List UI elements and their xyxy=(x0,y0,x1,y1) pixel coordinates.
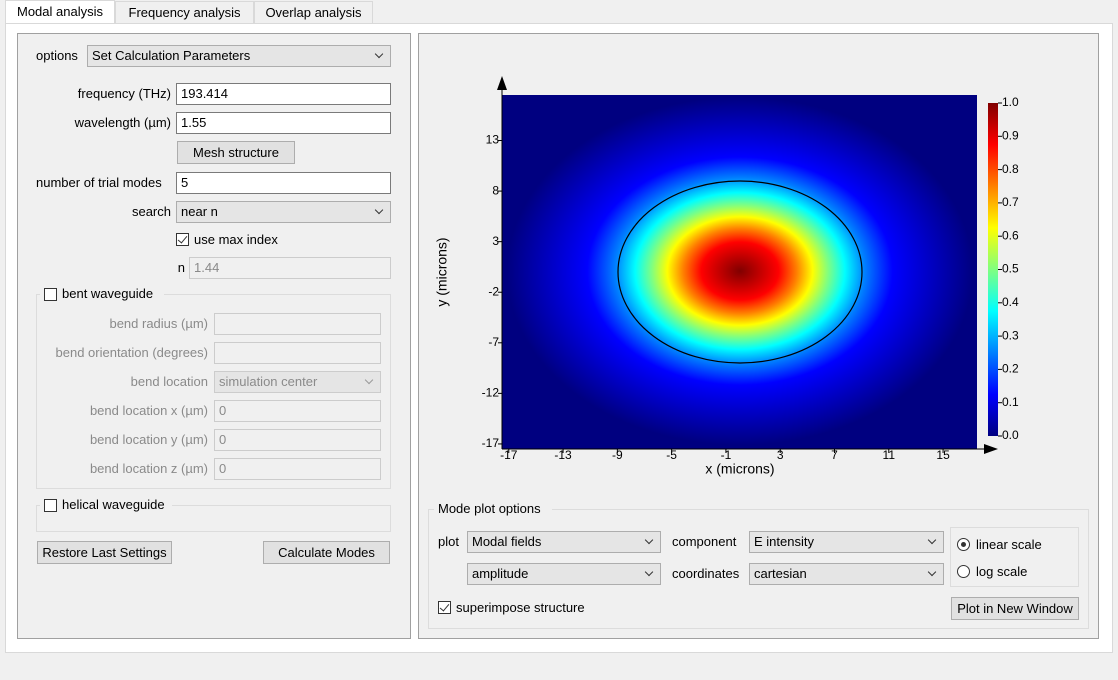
x-tick-label: -1 xyxy=(721,448,732,462)
colorbar-tick-label: 0.8 xyxy=(1002,162,1019,176)
calculate-button[interactable]: Calculate Modes xyxy=(263,541,390,564)
x-tick-label: -5 xyxy=(666,448,677,462)
radio[interactable] xyxy=(957,565,970,578)
group-title-bg xyxy=(40,497,172,513)
label: bend location y (µm) xyxy=(89,432,208,447)
checkbox[interactable] xyxy=(44,288,57,301)
component-combo[interactable]: E intensity xyxy=(749,531,944,553)
radio[interactable] xyxy=(957,538,970,551)
options-combo[interactable]: Set Calculation Parameters xyxy=(87,45,391,67)
label: Mode plot options xyxy=(438,501,541,516)
wavelength-input[interactable]: 1.55 xyxy=(176,112,391,134)
heatmap-field xyxy=(507,97,973,445)
frequency-input[interactable]: 193.414 xyxy=(176,83,391,105)
label: bend radius (µm) xyxy=(109,316,208,331)
y-tick-label: -17 xyxy=(482,436,500,450)
checkbox[interactable] xyxy=(44,499,57,512)
colorbar-tick-label: 0.9 xyxy=(1002,128,1019,142)
tab[interactable]: Frequency analysis xyxy=(115,1,254,23)
x-tick-label: -17 xyxy=(500,448,518,462)
group-box xyxy=(428,509,1089,629)
group-box xyxy=(950,527,1079,587)
group-box xyxy=(36,294,391,489)
checkbox[interactable] xyxy=(176,233,189,246)
combo: simulation center xyxy=(214,371,381,393)
y-tick-label: 3 xyxy=(492,234,499,248)
label: search xyxy=(131,204,171,219)
label: use max index xyxy=(194,232,278,247)
group-box xyxy=(36,505,391,532)
n-input: 1.44 xyxy=(189,257,391,279)
label: component xyxy=(672,534,737,549)
x-tick-label: 11 xyxy=(883,448,896,462)
label: linear scale xyxy=(976,537,1042,552)
label: number of trial modes xyxy=(36,175,162,190)
chart: y (microns) x (microns) -17 -13 -9 -5 -1 3 7 11… xyxy=(434,76,1019,477)
tab[interactable]: Modal analysis xyxy=(5,0,115,24)
y-axis-title: y (microns) xyxy=(434,237,450,306)
label: wavelength (µm) xyxy=(74,115,171,130)
mesh-button[interactable]: Mesh structure xyxy=(177,141,295,164)
colorbar-tick-label: 0.6 xyxy=(1002,228,1019,242)
x-tick-label: -13 xyxy=(554,448,572,462)
x-axis-arrow xyxy=(984,444,998,454)
label: bend location z (µm) xyxy=(89,461,208,476)
x-tick-label: -9 xyxy=(612,448,623,462)
label: helical waveguide xyxy=(62,497,165,512)
x-axis-title: x (microns) xyxy=(705,461,774,477)
structure-outline xyxy=(617,180,863,364)
colorbar-tick-label: 0.2 xyxy=(1002,362,1019,376)
label: superimpose structure xyxy=(456,600,585,615)
trial-modes-input[interactable]: 5 xyxy=(176,172,391,194)
colorbar-tick-label: 0.5 xyxy=(1002,262,1019,276)
label: bend location xyxy=(130,374,208,389)
input: 0 xyxy=(214,458,381,480)
label: bent waveguide xyxy=(62,286,154,301)
label: bend orientation (degrees) xyxy=(55,345,209,360)
label: frequency (THz) xyxy=(77,86,171,101)
tab[interactable]: Overlap analysis xyxy=(254,1,373,23)
plot-combo[interactable]: amplitude xyxy=(467,563,661,585)
colorbar xyxy=(988,103,998,436)
y-tick-label: -12 xyxy=(482,386,500,400)
y-tick-label: 13 xyxy=(486,133,500,147)
x-tick-label: 7 xyxy=(831,448,838,462)
checkbox[interactable] xyxy=(438,601,451,614)
colorbar-tick-label: 0.3 xyxy=(1002,328,1019,342)
x-tick-label: 3 xyxy=(777,448,784,462)
input xyxy=(214,342,381,364)
y-tick-label: 8 xyxy=(492,183,499,197)
plot-combo[interactable]: Modal fields xyxy=(467,531,661,553)
label: coordinates xyxy=(672,566,740,581)
input: 0 xyxy=(214,400,381,422)
colorbar-tick-label: 0.0 xyxy=(1002,428,1019,442)
y-tick-label: -2 xyxy=(488,284,499,298)
coordinates-combo[interactable]: cartesian xyxy=(749,563,944,585)
colorbar-tick-label: 0.4 xyxy=(1002,295,1019,309)
label: plot xyxy=(438,534,459,549)
input xyxy=(214,313,381,335)
colorbar-tick-label: 0.1 xyxy=(1002,395,1019,409)
label: bend location x (µm) xyxy=(89,403,208,418)
restore-button[interactable]: Restore Last Settings xyxy=(37,541,172,564)
x-tick-label: 15 xyxy=(936,448,950,462)
label: options xyxy=(36,48,78,63)
y-tick-label: -7 xyxy=(488,335,499,349)
colorbar-tick-label: 0.7 xyxy=(1002,195,1019,209)
label: n xyxy=(177,260,185,275)
settings-panel xyxy=(17,33,411,639)
search-combo[interactable]: near n xyxy=(176,201,391,223)
label: log scale xyxy=(976,564,1028,579)
plot-window-button[interactable]: Plot in New Window xyxy=(951,597,1079,620)
colorbar-tick-label: 1.0 xyxy=(1002,95,1019,109)
y-axis-arrow xyxy=(497,76,507,90)
input: 0 xyxy=(214,429,381,451)
group-title-bg xyxy=(40,286,164,302)
group-title-bg xyxy=(434,501,552,517)
